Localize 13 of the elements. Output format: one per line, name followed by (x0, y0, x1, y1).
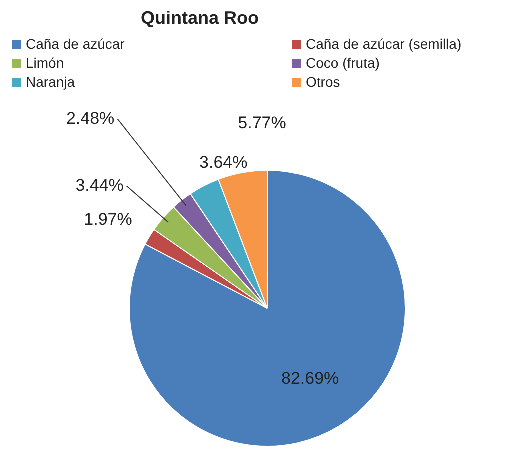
data-label: 82.69% (281, 369, 340, 388)
legend-label: Caña de azúcar (25, 36, 126, 52)
legend-label: Naranja (25, 74, 76, 90)
legend-label: Limón (25, 55, 66, 71)
data-label: 2.48% (66, 108, 115, 128)
data-label: 3.44% (76, 176, 124, 195)
chart-title: Quintana Roo (140, 8, 260, 29)
legend-label: Coco (fruta) (305, 55, 381, 71)
data-label: 3.64% (200, 152, 248, 172)
data-label: 5.77% (238, 114, 286, 133)
legend-label: Otros (305, 74, 342, 90)
data-label: 1.97% (84, 210, 132, 229)
legend-label: Caña de azúcar (semilla) (305, 36, 463, 52)
